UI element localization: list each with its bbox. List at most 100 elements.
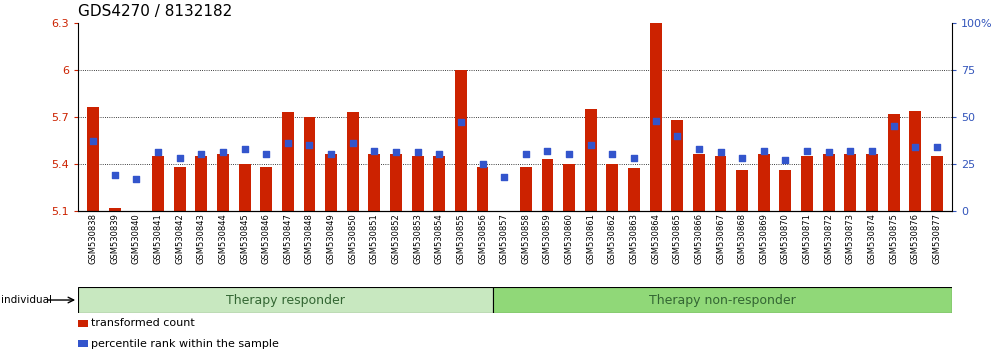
Text: GSM530873: GSM530873 [846, 213, 855, 264]
Bar [888, 114, 900, 211]
Bar [779, 170, 791, 211]
Bar [78, 287, 493, 313]
Point [539, 148, 555, 153]
Text: Therapy responder: Therapy responder [226, 293, 345, 307]
Bar [282, 112, 294, 211]
Text: GSM530861: GSM530861 [586, 213, 595, 264]
Bar [866, 154, 878, 211]
Text: GSM530855: GSM530855 [456, 213, 465, 264]
Bar [736, 170, 748, 211]
Text: individual: individual [1, 295, 52, 305]
Text: GSM530871: GSM530871 [803, 213, 812, 264]
Point [756, 148, 772, 153]
Text: GSM530874: GSM530874 [867, 213, 876, 264]
Bar [195, 156, 207, 211]
Point [323, 152, 339, 157]
Point [799, 148, 815, 153]
Text: GSM530867: GSM530867 [716, 213, 725, 264]
Text: GSM530872: GSM530872 [824, 213, 833, 264]
Text: GSM530868: GSM530868 [738, 213, 747, 264]
Bar [304, 117, 315, 211]
Text: GSM530846: GSM530846 [262, 213, 271, 264]
Text: GSM530858: GSM530858 [521, 213, 530, 264]
Text: GSM530870: GSM530870 [781, 213, 790, 264]
Text: GSM530854: GSM530854 [435, 213, 444, 264]
Point [215, 150, 231, 155]
Bar [563, 164, 575, 211]
Text: GSM530864: GSM530864 [651, 213, 660, 264]
Bar [801, 156, 813, 211]
Bar [239, 164, 251, 211]
Point [886, 123, 902, 129]
Text: GSM530856: GSM530856 [478, 213, 487, 264]
Text: GSM530848: GSM530848 [305, 213, 314, 264]
Point [691, 146, 707, 152]
Point [85, 138, 101, 144]
Point [777, 157, 793, 163]
Text: GSM530842: GSM530842 [175, 213, 184, 264]
Point [107, 172, 123, 178]
Point [388, 150, 404, 155]
Point [172, 155, 188, 161]
Point [366, 148, 382, 153]
Point [583, 142, 599, 148]
Bar [909, 110, 921, 211]
Text: GSM530841: GSM530841 [154, 213, 163, 264]
Bar [650, 20, 662, 211]
Text: GSM530847: GSM530847 [283, 213, 292, 264]
Bar [493, 287, 952, 313]
Bar [325, 154, 337, 211]
Bar [671, 120, 683, 211]
Text: percentile rank within the sample: percentile rank within the sample [91, 339, 279, 349]
Bar [693, 154, 705, 211]
Text: GSM530844: GSM530844 [218, 213, 227, 264]
Text: GSM530865: GSM530865 [673, 213, 682, 264]
Point [821, 150, 837, 155]
Point [648, 118, 664, 124]
Point [929, 144, 945, 150]
Bar [758, 154, 770, 211]
Text: GSM530859: GSM530859 [543, 213, 552, 264]
Bar [260, 167, 272, 211]
Bar [87, 107, 99, 211]
Point [864, 148, 880, 153]
Point [518, 152, 534, 157]
Point [842, 148, 858, 153]
Bar [368, 154, 380, 211]
Text: GSM530853: GSM530853 [413, 213, 422, 264]
Point [237, 146, 253, 152]
Text: GSM530863: GSM530863 [629, 213, 638, 264]
Text: GSM530877: GSM530877 [932, 213, 941, 264]
Text: GSM530839: GSM530839 [110, 213, 119, 264]
Point [734, 155, 750, 161]
Point [907, 144, 923, 150]
Point [626, 155, 642, 161]
Text: GSM530838: GSM530838 [89, 213, 98, 264]
Point [280, 140, 296, 146]
Text: GSM530843: GSM530843 [197, 213, 206, 264]
Text: GSM530866: GSM530866 [694, 213, 703, 264]
Text: GSM530845: GSM530845 [240, 213, 249, 264]
Point [410, 150, 426, 155]
Point [561, 152, 577, 157]
Bar [174, 167, 186, 211]
Bar [542, 159, 553, 211]
Point [713, 150, 729, 155]
Bar [390, 154, 402, 211]
Bar [455, 70, 467, 211]
Text: GSM530875: GSM530875 [889, 213, 898, 264]
Point [453, 120, 469, 125]
Text: GSM530851: GSM530851 [370, 213, 379, 264]
Bar [844, 154, 856, 211]
Bar [931, 156, 943, 211]
Point [431, 152, 447, 157]
Bar [347, 112, 359, 211]
Text: GSM530840: GSM530840 [132, 213, 141, 264]
Point [496, 174, 512, 180]
Bar [520, 167, 532, 211]
Text: GSM530876: GSM530876 [911, 213, 920, 264]
Bar [585, 109, 597, 211]
Point [258, 152, 274, 157]
Bar [217, 154, 229, 211]
Bar [109, 207, 121, 211]
